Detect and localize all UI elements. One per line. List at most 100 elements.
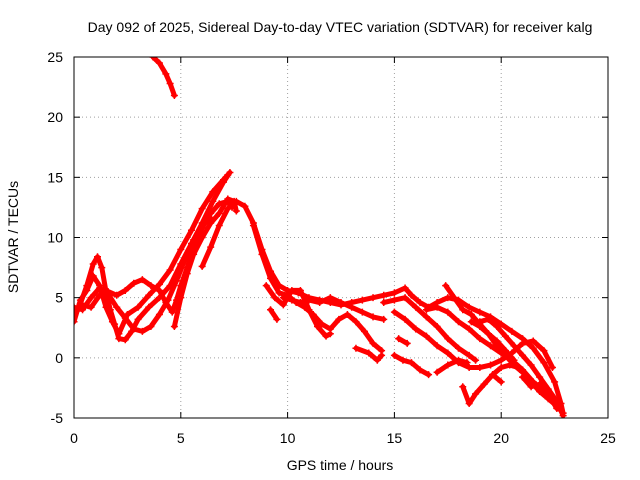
data-point-marker <box>416 366 424 374</box>
series-arc-24 <box>489 371 505 386</box>
data-point-marker <box>454 356 462 364</box>
data-point-marker <box>540 359 548 367</box>
data-point-marker <box>465 351 473 359</box>
data-point-marker <box>459 383 467 391</box>
data-point-marker <box>166 266 174 274</box>
data-point-marker <box>493 323 501 331</box>
data-point-marker <box>519 373 527 381</box>
data-point-marker <box>401 315 409 323</box>
data-point-marker <box>444 308 452 316</box>
data-point-marker <box>74 303 78 311</box>
data-point-marker <box>337 298 345 306</box>
data-point-marker <box>224 205 232 213</box>
data-point-marker <box>422 306 430 314</box>
data-point-marker <box>220 176 228 184</box>
data-point-marker <box>138 276 146 284</box>
data-point-marker <box>166 79 174 87</box>
data-point-marker <box>262 282 270 290</box>
data-point-marker <box>484 315 492 323</box>
data-point-marker <box>296 298 304 306</box>
data-point-marker <box>472 356 480 364</box>
data-point-marker <box>403 339 411 347</box>
data-point-marker <box>164 296 172 304</box>
data-point-marker <box>226 200 234 208</box>
y-axis-label: SDTVAR / TECUs <box>5 181 21 293</box>
data-point-marker <box>177 246 185 254</box>
data-point-marker <box>510 342 518 350</box>
series-arc-5 <box>74 214 215 335</box>
data-point-marker <box>296 286 304 294</box>
data-point-marker <box>399 356 407 364</box>
data-point-marker <box>412 325 420 333</box>
data-point-marker <box>162 70 170 78</box>
data-point-marker <box>390 289 398 297</box>
data-point-marker <box>416 298 424 306</box>
series-arc-14 <box>380 294 480 364</box>
data-point-marker <box>314 323 322 331</box>
data-point-marker <box>548 363 556 371</box>
series-band <box>250 223 385 354</box>
data-point-marker <box>249 221 257 229</box>
data-point-marker <box>76 296 84 304</box>
data-point-marker <box>183 270 191 278</box>
series-band <box>460 362 521 407</box>
data-point-marker <box>102 303 110 311</box>
data-point-marker <box>484 330 492 338</box>
data-point-marker <box>326 294 334 302</box>
data-point-marker <box>401 284 409 292</box>
data-point-marker <box>380 291 388 299</box>
data-point-marker <box>83 286 91 294</box>
x-tick-label: 25 <box>600 430 616 446</box>
data-point-marker <box>508 327 516 335</box>
series-band <box>268 307 280 322</box>
data-traces <box>74 57 567 418</box>
y-tick-label: 10 <box>47 230 63 246</box>
data-point-marker <box>442 282 450 290</box>
data-point-marker <box>433 323 441 331</box>
data-point-marker <box>373 356 381 364</box>
y-tick-label: -5 <box>51 410 64 426</box>
data-point-marker <box>365 349 373 357</box>
data-point-marker <box>487 361 495 369</box>
data-point-marker <box>348 303 356 311</box>
y-tick-label: 25 <box>47 49 63 65</box>
series-arc-6 <box>170 195 240 331</box>
data-point-marker <box>544 390 552 398</box>
data-point-marker <box>93 253 101 261</box>
data-point-marker <box>181 255 189 263</box>
data-point-marker <box>155 286 163 294</box>
data-point-marker <box>207 219 215 227</box>
data-point-marker <box>369 339 377 347</box>
data-point-marker <box>271 294 279 302</box>
data-point-marker <box>407 359 415 367</box>
data-point-marker <box>79 306 87 314</box>
series-arc-20 <box>433 356 471 376</box>
data-point-marker <box>465 363 473 371</box>
data-point-marker <box>224 171 232 179</box>
series-arc-17 <box>395 335 411 347</box>
series-arc-13 <box>352 344 386 364</box>
data-point-marker <box>465 400 473 408</box>
data-point-marker <box>335 315 343 323</box>
data-point-marker <box>147 323 155 331</box>
data-point-marker <box>407 291 415 299</box>
data-point-marker <box>187 226 195 234</box>
series-arc-15 <box>390 308 556 371</box>
data-point-marker <box>198 234 206 241</box>
data-point-marker <box>352 318 360 326</box>
data-point-marker <box>444 349 452 357</box>
x-tick-label: 15 <box>387 430 403 446</box>
data-point-marker <box>352 344 360 352</box>
data-point-marker <box>476 318 484 326</box>
data-point-marker <box>472 390 480 398</box>
series-band <box>434 357 470 375</box>
series-band <box>468 319 517 363</box>
data-point-marker <box>288 286 296 294</box>
series-arc-12 <box>279 294 388 323</box>
data-point-marker <box>198 221 206 229</box>
y-tick-label: 20 <box>47 109 63 125</box>
data-point-marker <box>343 311 351 319</box>
data-point-marker <box>358 308 366 316</box>
data-point-marker <box>536 380 544 388</box>
